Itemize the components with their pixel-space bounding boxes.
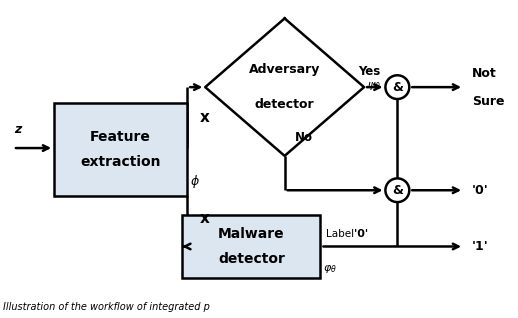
Text: '0': '0' [354, 229, 368, 239]
Text: extraction: extraction [80, 155, 161, 169]
FancyBboxPatch shape [54, 103, 188, 197]
Text: Label: Label [326, 229, 354, 239]
Text: $\psi_\vartheta$: $\psi_\vartheta$ [367, 80, 381, 92]
Text: Adversary: Adversary [249, 64, 320, 76]
Text: &: & [392, 184, 403, 197]
Text: No: No [295, 131, 313, 144]
Text: Illustration of the workflow of integrated p: Illustration of the workflow of integrat… [3, 302, 210, 312]
Text: '1': '1' [472, 240, 488, 253]
Text: Not: Not [472, 66, 496, 80]
Text: Yes: Yes [358, 65, 380, 78]
Text: Feature: Feature [90, 130, 151, 144]
Text: x: x [200, 211, 210, 226]
Text: Malware: Malware [218, 227, 284, 241]
Ellipse shape [385, 75, 409, 99]
Text: $\varphi_\theta$: $\varphi_\theta$ [323, 263, 337, 275]
Text: $\phi$: $\phi$ [190, 173, 199, 190]
Ellipse shape [385, 178, 409, 202]
Text: Sure: Sure [472, 95, 504, 108]
Text: x: x [200, 110, 210, 125]
Text: detector: detector [218, 252, 285, 266]
FancyBboxPatch shape [182, 215, 321, 278]
Text: &: & [392, 81, 403, 93]
Text: z: z [15, 122, 22, 135]
Text: detector: detector [255, 98, 314, 111]
Text: '0': '0' [472, 184, 488, 197]
